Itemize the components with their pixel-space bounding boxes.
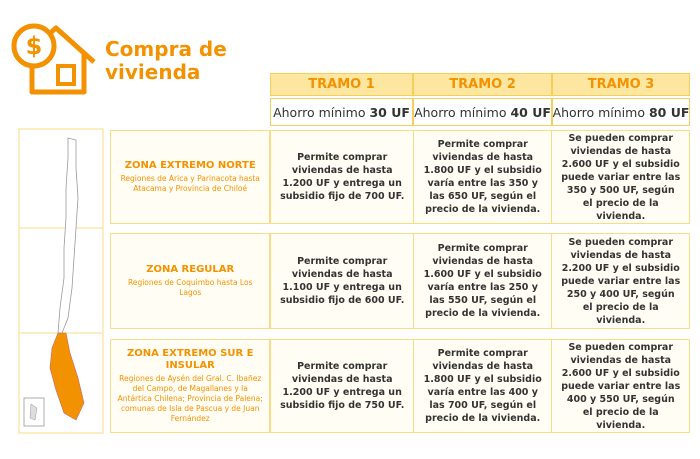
zone-cell: ZONA EXTREMO SUR E INSULAR Regiones de Ay… bbox=[111, 340, 271, 432]
column-header: TRAMO 3 bbox=[552, 73, 690, 96]
zone-cell: ZONA EXTREMO NORTE Regiones de Arica y Pa… bbox=[111, 131, 271, 223]
zone-row: ZONA EXTREMO NORTE Regiones de Arica y Pa… bbox=[110, 130, 690, 224]
ahorro-cell: Ahorro mínimo 80 UF bbox=[552, 98, 690, 126]
zone-name: ZONA EXTREMO NORTE bbox=[124, 160, 256, 171]
tramo-cell: Permite comprar viviendas de hasta 1.200… bbox=[270, 131, 413, 223]
zone-description: Regiones de Arica y Parinacota hasta Ata… bbox=[120, 174, 260, 193]
tramo-cell: Permite comprar viviendas de hasta 1.600… bbox=[412, 234, 552, 328]
column-header: TRAMO 2 bbox=[413, 73, 552, 96]
tramo-cell: Permite comprar viviendas de hasta 1.800… bbox=[412, 131, 552, 223]
zone-cell: ZONA REGULAR Regiones de Coquimbo hasta L… bbox=[111, 234, 271, 328]
ahorro-cell: Ahorro mínimo 30 UF bbox=[270, 98, 413, 126]
ahorro-label: Ahorro mínimo bbox=[273, 104, 366, 120]
tramo-cell: Se pueden comprar viviendas de hasta 2.6… bbox=[551, 131, 689, 223]
ahorro-cell: Ahorro mínimo 40 UF bbox=[413, 98, 552, 126]
zone-description: Regiones de Aysén del Gral. C. Ibañez de… bbox=[117, 374, 263, 423]
zone-name: ZONA EXTREMO SUR E INSULAR bbox=[126, 348, 254, 371]
zone-name: ZONA REGULAR bbox=[146, 264, 235, 275]
ahorro-label: Ahorro mínimo bbox=[414, 104, 507, 120]
ahorro-value: 30 UF bbox=[369, 104, 410, 120]
tramo-cell: Se pueden comprar viviendas de hasta 2.2… bbox=[551, 234, 689, 328]
tramo-cell: Permite comprar viviendas de hasta 1.100… bbox=[270, 234, 413, 328]
zone-description: Regiones de Coquimbo hasta Los Lagos bbox=[127, 278, 253, 297]
svg-text:$: $ bbox=[26, 32, 43, 60]
ahorro-label: Ahorro mínimo bbox=[552, 104, 645, 120]
tramo-cell: Se pueden comprar viviendas de hasta 2.6… bbox=[551, 340, 689, 432]
ahorro-value: 40 UF bbox=[510, 104, 551, 120]
zone-row: ZONA REGULAR Regiones de Coquimbo hasta L… bbox=[110, 233, 690, 329]
ahorro-value: 80 UF bbox=[648, 104, 690, 120]
chile-map bbox=[18, 128, 104, 434]
tramo-cell: Permite comprar viviendas de hasta 1.800… bbox=[412, 340, 552, 432]
house-icon: $ bbox=[11, 23, 96, 95]
title: Compra de vivienda bbox=[105, 37, 227, 84]
zone-row: ZONA EXTREMO SUR E INSULAR Regiones de Ay… bbox=[110, 339, 690, 433]
column-header: TRAMO 1 bbox=[270, 73, 413, 96]
tramo-cell: Permite comprar viviendas de hasta 1.200… bbox=[270, 340, 413, 432]
